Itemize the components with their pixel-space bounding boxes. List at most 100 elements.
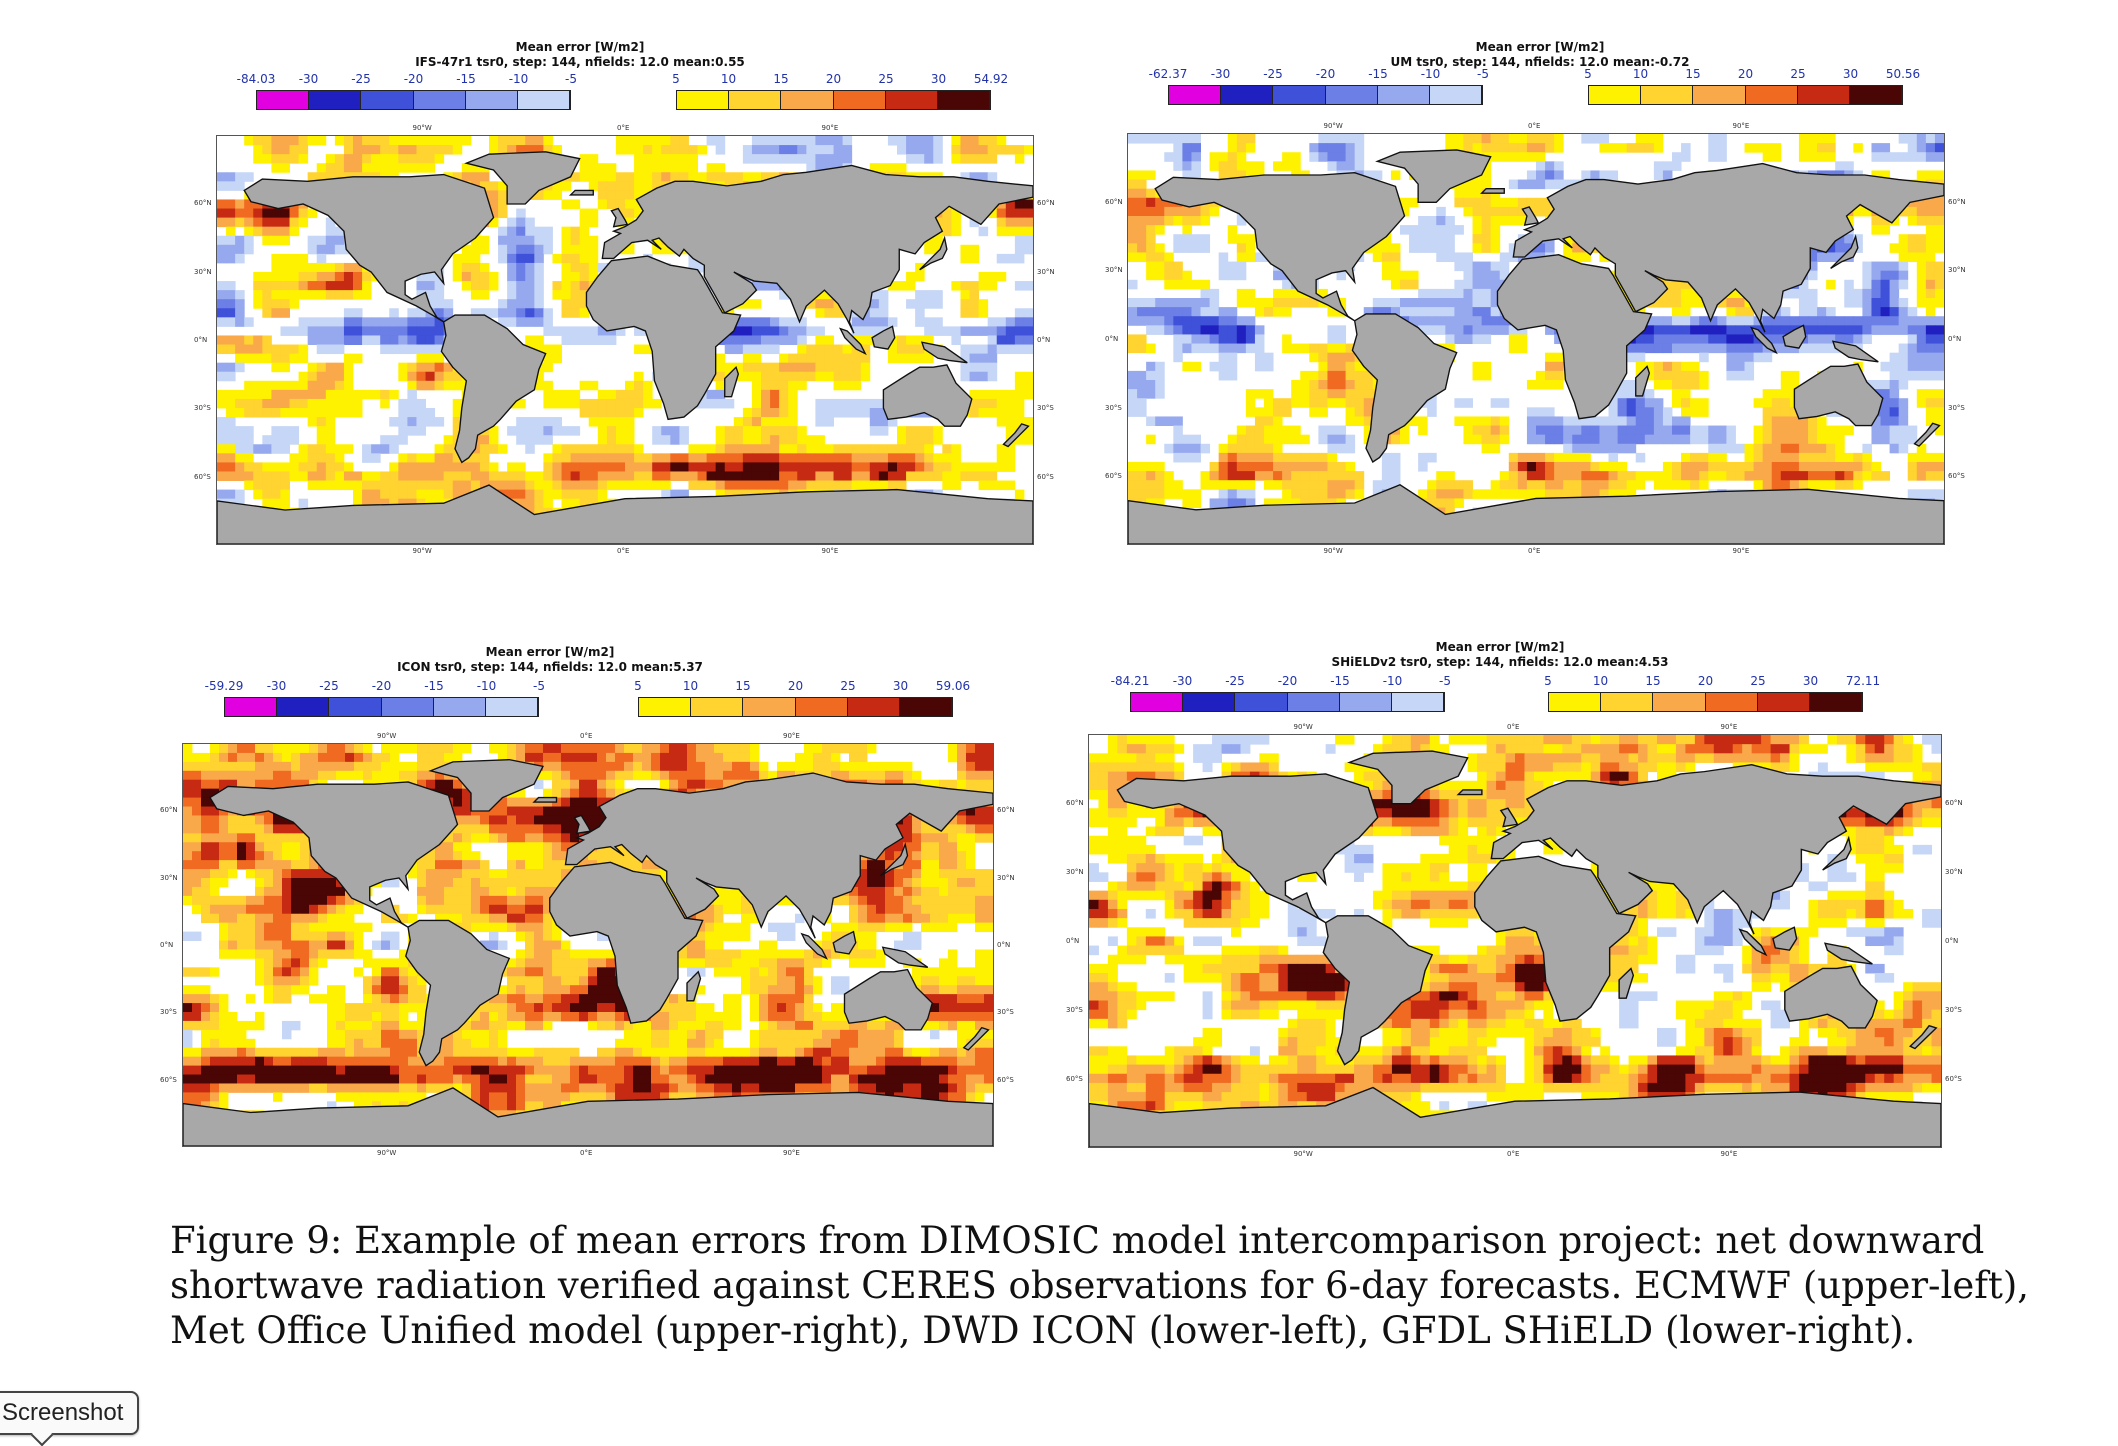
colorbar-tick-label: 54.92	[974, 72, 1008, 86]
colorbar-swatch	[729, 91, 781, 109]
lat-axis-label-left: 30°N	[194, 268, 212, 276]
colorbar-tick-label: 20	[788, 679, 803, 693]
neg-colorbar	[1130, 692, 1445, 712]
panel-title: Mean error [W/m2]UM tsr0, step: 144, nfi…	[1280, 40, 1800, 70]
colorbar-swatch	[1430, 86, 1482, 104]
lat-axis-label-right: 60°N	[1948, 198, 1966, 206]
colorbar-tick-label: -25	[1263, 67, 1283, 81]
panel-title: Mean error [W/m2]ICON tsr0, step: 144, n…	[290, 645, 810, 675]
colorbar-tick-label: -15	[1368, 67, 1388, 81]
colorbar-swatch	[1549, 693, 1601, 711]
lon-axis-label: 90°W	[413, 124, 432, 132]
colorbar-swatch	[1706, 693, 1758, 711]
colorbar-tick-label: -15	[1330, 674, 1350, 688]
colorbar-tick-label: 20	[1738, 67, 1753, 81]
lat-axis-label-right: 30°N	[1037, 268, 1055, 276]
lat-axis-label-right: 0°N	[997, 941, 1010, 949]
colorbar-tick-label: 15	[735, 679, 750, 693]
lon-axis-label: 90°E	[822, 124, 839, 132]
lat-axis-label-left: 60°N	[1066, 799, 1084, 807]
colorbar-swatch	[1235, 693, 1287, 711]
lat-axis-label-right: 0°N	[1037, 336, 1050, 344]
colorbar-tick-label: -30	[1211, 67, 1231, 81]
lat-axis-label-left: 60°N	[160, 806, 178, 814]
lat-axis-label-right: 60°S	[1945, 1075, 1962, 1083]
antarctica-landmass	[217, 485, 1033, 544]
lat-axis-label-right: 60°S	[1037, 473, 1054, 481]
colorbar-swatch	[1340, 693, 1392, 711]
colorbar-tick-label: -25	[351, 72, 371, 86]
colorbar-swatch	[309, 91, 361, 109]
lat-axis-label-right: 30°S	[1945, 1006, 1962, 1014]
panel-title: Mean error [W/m2]SHiELDv2 tsr0, step: 14…	[1240, 640, 1760, 670]
mean-error-map	[216, 135, 1034, 545]
lon-axis-label: 0°E	[1507, 723, 1519, 731]
lon-axis-label: 90°E	[822, 547, 839, 555]
colorbar-tick-label: 25	[1750, 674, 1765, 688]
lat-axis-label-right: 30°N	[1945, 868, 1963, 876]
colorbar-tick-label: -10	[1383, 674, 1403, 688]
colorbar-swatch	[257, 91, 309, 109]
lat-axis-label-right: 0°N	[1945, 937, 1958, 945]
lon-axis-label: 90°E	[783, 732, 800, 740]
colorbar-tick-label: -84.21	[1111, 674, 1150, 688]
neg-colorbar	[224, 697, 539, 717]
colorbar-tick-label: -10	[509, 72, 529, 86]
pos-colorbar	[1588, 85, 1903, 105]
iceland-landmass	[1458, 790, 1482, 795]
neg-colorbar-ticks: -84.03-30-25-20-15-10-5	[256, 72, 571, 88]
colorbar-swatch	[938, 91, 990, 109]
iceland-landmass	[534, 798, 557, 802]
lon-axis-label: 90°E	[1721, 1150, 1738, 1158]
colorbar-tick-label: 72.11	[1846, 674, 1880, 688]
lon-axis-label: 0°E	[617, 547, 629, 555]
lon-axis-label: 90°W	[377, 732, 396, 740]
colorbar-tick-label: -59.29	[205, 679, 244, 693]
lon-axis-label: 0°E	[580, 732, 592, 740]
colorbar-swatch	[1221, 86, 1273, 104]
colorbar-swatch	[1850, 86, 1902, 104]
colorbar-swatch	[277, 698, 329, 716]
colorbar-tick-label: -15	[424, 679, 444, 693]
colorbar-swatch	[1641, 86, 1693, 104]
map-plot	[1128, 134, 1944, 544]
map-plot	[183, 744, 993, 1146]
panel-title-line: Mean error [W/m2]	[1280, 40, 1800, 55]
colorbar-tick-label: 10	[721, 72, 736, 86]
colorbar-swatch	[691, 698, 743, 716]
colorbar-tick-label: -5	[565, 72, 577, 86]
new-guinea-landmass	[883, 947, 928, 967]
colorbar-tick-label: 15	[1685, 67, 1700, 81]
lat-axis-label-right: 60°N	[997, 806, 1015, 814]
lon-axis-label: 90°E	[1733, 122, 1750, 130]
lat-axis-label-left: 0°N	[1066, 937, 1079, 945]
colorbar-swatch	[414, 91, 466, 109]
panel-title: Mean error [W/m2]IFS-47r1 tsr0, step: 14…	[320, 40, 840, 70]
colorbar-tick-label: -5	[1477, 67, 1489, 81]
colorbar-swatch	[677, 91, 729, 109]
colorbar-swatch	[518, 91, 570, 109]
lat-axis-label-left: 30°S	[194, 404, 211, 412]
lat-axis-label-right: 30°N	[1948, 266, 1966, 274]
colorbar-tick-label: 15	[1645, 674, 1660, 688]
colorbar-swatch	[1378, 86, 1430, 104]
lat-axis-label-right: 0°N	[1948, 335, 1961, 343]
colorbar-swatch	[796, 698, 848, 716]
figure-caption: Figure 9: Example of mean errors from DI…	[170, 1218, 2110, 1353]
colorbar-tick-label: 10	[1593, 674, 1608, 688]
colorbar-swatch	[1183, 693, 1235, 711]
colorbar-swatch	[382, 698, 434, 716]
mean-error-map	[1088, 734, 1942, 1148]
colorbar-tick-label: 20	[1698, 674, 1713, 688]
lat-axis-label-right: 30°S	[1948, 404, 1965, 412]
colorbar-swatch	[1758, 693, 1810, 711]
colorbar-tick-label: 10	[1633, 67, 1648, 81]
lat-axis-label-left: 0°N	[160, 941, 173, 949]
screenshot-button[interactable]: Screenshot	[0, 1391, 139, 1435]
map-plot	[217, 136, 1033, 544]
colorbar-swatch	[848, 698, 900, 716]
colorbar-swatch	[1589, 86, 1641, 104]
iceland-landmass	[571, 190, 594, 195]
